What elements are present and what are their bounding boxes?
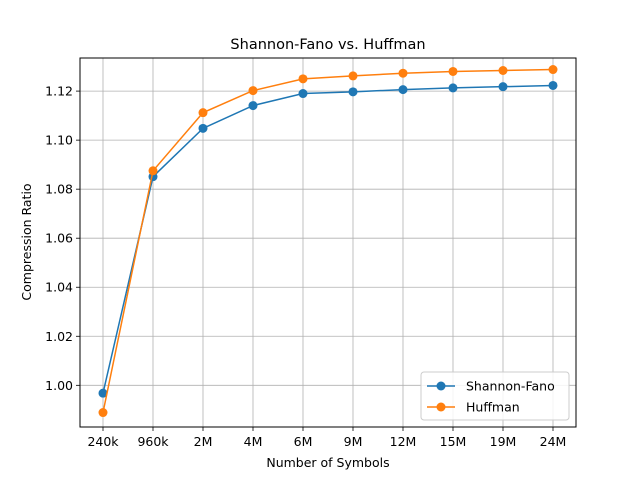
legend-box bbox=[420, 371, 570, 421]
data-point-shannon-fano bbox=[298, 89, 308, 99]
x-tick-label: 15M bbox=[440, 434, 467, 449]
data-point-huffman bbox=[498, 66, 508, 76]
data-point-huffman bbox=[248, 86, 258, 96]
x-axis: 240k 960k 2M 4M 6M 9M 12M 15M 19M 24M bbox=[87, 427, 566, 449]
x-tick-label: 960k bbox=[137, 434, 169, 449]
legend-label-shannon-fano: Shannon-Fano bbox=[466, 379, 555, 394]
data-point-shannon-fano bbox=[448, 83, 458, 93]
data-point-shannon-fano bbox=[98, 388, 108, 398]
legend-marker-shannon-fano bbox=[436, 381, 446, 391]
y-tick-label: 1.12 bbox=[45, 84, 73, 99]
data-point-shannon-fano bbox=[198, 123, 208, 133]
data-point-huffman bbox=[298, 74, 308, 84]
x-tick-label: 4M bbox=[244, 434, 263, 449]
y-tick-label: 1.00 bbox=[45, 378, 73, 393]
data-point-huffman bbox=[98, 408, 108, 418]
y-axis: 1.00 1.02 1.04 1.06 1.08 1.10 1.12 bbox=[45, 84, 80, 393]
data-point-shannon-fano bbox=[398, 85, 408, 95]
data-point-huffman bbox=[398, 68, 408, 78]
legend-label-huffman: Huffman bbox=[466, 400, 520, 415]
data-point-shannon-fano bbox=[348, 87, 358, 97]
series-huffman bbox=[98, 65, 558, 418]
x-tick-label: 240k bbox=[87, 434, 119, 449]
plot-area-frame bbox=[79, 57, 577, 428]
y-tick-label: 1.10 bbox=[45, 133, 73, 148]
data-point-shannon-fano bbox=[548, 80, 558, 90]
y-tick-label: 1.06 bbox=[45, 231, 73, 246]
series-line-huffman bbox=[102, 68, 554, 413]
x-axis-label: Number of Symbols bbox=[266, 455, 389, 470]
series-layer bbox=[98, 65, 558, 418]
data-point-huffman bbox=[148, 166, 158, 176]
chart-title: Shannon-Fano vs. Huffman bbox=[230, 37, 425, 53]
x-tick-label: 24M bbox=[540, 434, 567, 449]
legend: Shannon-Fano Huffman bbox=[420, 371, 570, 421]
x-tick-label: 2M bbox=[194, 434, 213, 449]
x-tick-label: 6M bbox=[294, 434, 313, 449]
x-tick-label: 9M bbox=[344, 434, 363, 449]
data-point-huffman bbox=[348, 71, 358, 81]
x-tick-label: 19M bbox=[490, 434, 517, 449]
y-axis-label: Compression Ratio bbox=[19, 183, 34, 300]
x-tick-label: 12M bbox=[390, 434, 417, 449]
y-tick-label: 1.08 bbox=[45, 182, 73, 197]
y-tick-label: 1.04 bbox=[45, 280, 73, 295]
data-point-shannon-fano bbox=[498, 82, 508, 92]
legend-marker-huffman bbox=[436, 402, 446, 412]
data-point-huffman bbox=[448, 66, 458, 76]
data-point-shannon-fano bbox=[248, 101, 258, 111]
y-tick-label: 1.02 bbox=[45, 329, 73, 344]
data-point-huffman bbox=[548, 65, 558, 75]
data-point-huffman bbox=[198, 108, 208, 118]
series-line-shannon-fano bbox=[102, 84, 554, 394]
series-shannon-fano bbox=[98, 80, 558, 398]
